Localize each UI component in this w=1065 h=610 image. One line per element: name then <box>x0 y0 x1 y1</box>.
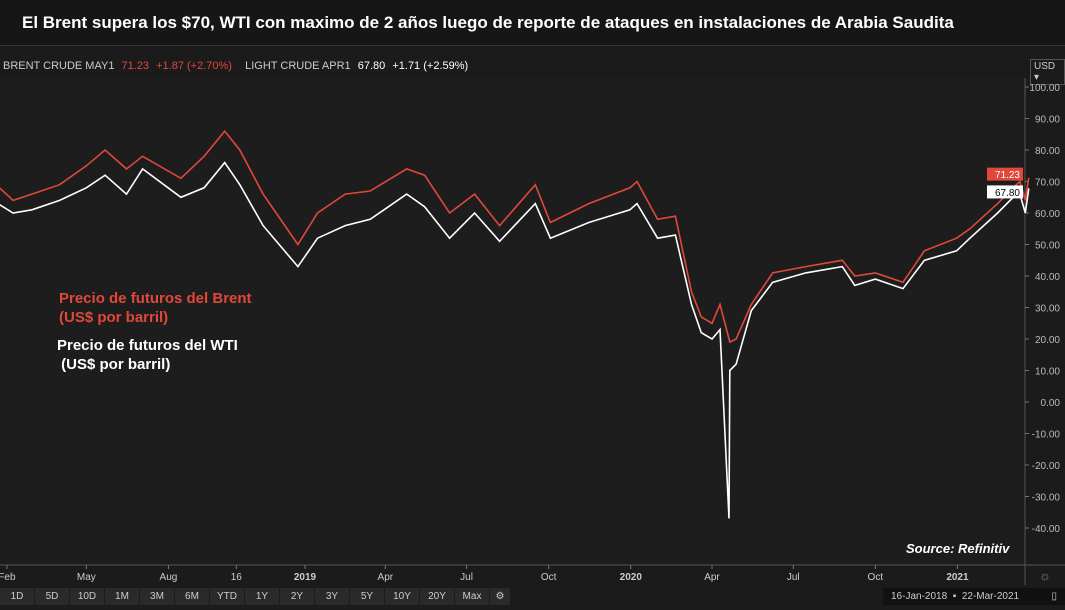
range-buttons: 1D 5D 10D 1M 3M 6M YTD 1Y 2Y 3Y 5Y 10Y 20Y Max ⚙ <box>0 588 511 605</box>
legend: BRENT CRUDE MAY1 71.23 +1.87 (+2.70%) LI… <box>3 60 472 72</box>
y-tick-label: 50.00 <box>1035 241 1060 252</box>
x-tick-label: Apr <box>378 572 394 583</box>
y-tick-label: 10.00 <box>1035 367 1060 378</box>
y-tick-label: 40.00 <box>1035 272 1060 283</box>
y-tick-label: 20.00 <box>1035 335 1060 346</box>
y-tick-label: -30.00 <box>1032 493 1061 504</box>
range-button-2y[interactable]: 2Y <box>280 588 314 605</box>
wti-annotation-line1: Precio de futuros del WTI <box>57 337 238 354</box>
currency-label: USD <box>1034 61 1056 72</box>
x-tick-label: 16 <box>231 572 243 583</box>
brent-last: 71.23 <box>121 60 150 72</box>
last-price-label: 67.80 <box>995 188 1020 199</box>
brent-last-price-tag: 71.23 <box>987 167 1023 181</box>
date-start: 16-Jan-2018 <box>891 591 948 602</box>
x-tick-label: Feb <box>0 572 16 583</box>
settings-icon[interactable]: ☼ <box>1039 568 1051 583</box>
y-tick-label: 30.00 <box>1035 304 1060 315</box>
x-tick-label: Oct <box>868 572 884 583</box>
x-tick-label: 2021 <box>946 572 969 583</box>
last-price-label: 71.23 <box>995 170 1020 181</box>
range-button-ytd[interactable]: YTD <box>210 588 244 605</box>
x-tick-label: 2019 <box>294 572 317 583</box>
wti-line <box>0 161 1030 519</box>
range-button-1y[interactable]: 1Y <box>245 588 279 605</box>
y-tick-label: 80.00 <box>1035 146 1060 157</box>
range-button-10d[interactable]: 10D <box>70 588 104 605</box>
y-tick-label: -20.00 <box>1032 461 1061 472</box>
brent-name: BRENT CRUDE MAY1 <box>3 60 115 72</box>
gear-icon[interactable]: ⚙ <box>490 588 510 605</box>
y-tick-label: -10.00 <box>1032 430 1061 441</box>
x-tick-label: Apr <box>704 572 720 583</box>
x-tick-label: Jul <box>460 572 473 583</box>
wti-annotation-line2: (US$ por barril) <box>57 356 171 373</box>
wti-annotation: Precio de futuros del WTI (US$ por barri… <box>57 336 238 374</box>
range-button-6m[interactable]: 6M <box>175 588 209 605</box>
y-tick-label: 0.00 <box>1041 398 1061 409</box>
range-button-3m[interactable]: 3M <box>140 588 174 605</box>
brent-annotation-line2: (US$ por barril) <box>59 309 169 326</box>
brent-line <box>0 129 1030 344</box>
chart-title: El Brent supera los $70, WTI con maximo … <box>0 0 1065 46</box>
range-button-5d[interactable]: 5D <box>35 588 69 605</box>
date-range[interactable]: 16-Jan-2018 ▪ 22-Mar-2021 ▯ <box>883 588 1065 605</box>
brent-annotation: Precio de futuros del Brent (US$ por barr… <box>59 289 252 327</box>
range-button-3y[interactable]: 3Y <box>315 588 349 605</box>
y-tick-label: 100.00 <box>1029 83 1060 94</box>
range-button-10y[interactable]: 10Y <box>385 588 419 605</box>
range-button-5y[interactable]: 5Y <box>350 588 384 605</box>
x-tick-label: Aug <box>160 572 178 583</box>
x-tick-label: Jul <box>787 572 800 583</box>
wti-last: 67.80 <box>357 60 386 72</box>
y-tick-label: 60.00 <box>1035 209 1060 220</box>
brent-change: +1.87 (+2.70%) <box>156 60 232 72</box>
range-button-max[interactable]: Max <box>455 588 489 605</box>
x-tick-label: Oct <box>541 572 557 583</box>
brent-annotation-line1: Precio de futuros del Brent <box>59 290 252 307</box>
range-button-1d[interactable]: 1D <box>0 588 34 605</box>
date-end: 22-Mar-2021 <box>961 591 1020 602</box>
x-tick-label: May <box>77 572 96 583</box>
y-tick-label: -40.00 <box>1032 524 1061 535</box>
source-label: Source: Refinitiv <box>906 541 1010 556</box>
y-tick-label: 70.00 <box>1035 178 1060 189</box>
plot-area <box>0 78 1025 565</box>
calendar-icon[interactable]: ▯ <box>1051 591 1057 602</box>
x-tick-label: 2020 <box>620 572 643 583</box>
wti-name: LIGHT CRUDE APR1 <box>245 60 351 72</box>
range-button-20y[interactable]: 20Y <box>420 588 454 605</box>
range-button-1m[interactable]: 1M <box>105 588 139 605</box>
wti-change: +1.71 (+2.59%) <box>392 60 469 72</box>
y-tick-label: 90.00 <box>1035 115 1060 126</box>
wti-last-price-tag: 67.80 <box>987 185 1023 199</box>
